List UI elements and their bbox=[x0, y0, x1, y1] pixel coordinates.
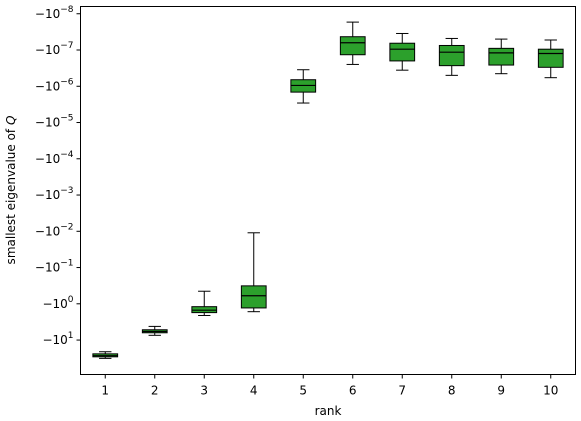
box-rank-8 bbox=[438, 37, 465, 76]
y-tick-label: −10−8 bbox=[35, 5, 74, 21]
x-tick-label: 4 bbox=[250, 384, 258, 398]
y-tick-label: −10−7 bbox=[35, 41, 74, 57]
iqr-box bbox=[438, 44, 465, 67]
y-tick-label: −101 bbox=[42, 331, 73, 347]
y-axis-ticks: −10−8 −10−7 −10−6 −10−5 −10−4 −10−3 −10−2 −10−1… bbox=[35, 5, 81, 347]
x-tick-label: 5 bbox=[299, 384, 307, 398]
box-rank-1 bbox=[92, 351, 119, 359]
axes-frame bbox=[80, 6, 576, 375]
y-tick-label: −10−4 bbox=[35, 150, 74, 166]
y-tick-label: −100 bbox=[42, 295, 73, 311]
plot-area bbox=[92, 21, 564, 359]
box-rank-7 bbox=[389, 32, 416, 71]
y-tick-label: −10−5 bbox=[35, 114, 74, 130]
iqr-box bbox=[240, 285, 267, 309]
x-tick-label: 6 bbox=[349, 384, 357, 398]
iqr-box bbox=[488, 47, 515, 66]
y-tick-label: −10−1 bbox=[35, 259, 74, 275]
box-rank-6 bbox=[339, 21, 366, 65]
iqr-box bbox=[389, 42, 416, 62]
x-tick-label: 9 bbox=[497, 384, 505, 398]
x-tick-label: 7 bbox=[398, 384, 406, 398]
box-rank-9 bbox=[488, 38, 515, 75]
x-axis-ticks: 1 2 3 4 5 6 7 8 9 10 bbox=[101, 374, 558, 398]
box-rank-3 bbox=[191, 290, 218, 316]
box-rank-2 bbox=[141, 325, 168, 336]
box-rank-4 bbox=[240, 232, 267, 313]
x-axis-label: rank bbox=[315, 404, 342, 418]
box-rank-10 bbox=[537, 39, 564, 79]
x-tick-label: 2 bbox=[151, 384, 159, 398]
y-tick-label: −10−6 bbox=[35, 77, 74, 93]
x-tick-label: 10 bbox=[543, 384, 558, 398]
iqr-box bbox=[537, 48, 564, 68]
x-tick-label: 3 bbox=[200, 384, 208, 398]
y-tick-label: −10−2 bbox=[35, 222, 74, 238]
box-rank-5 bbox=[290, 69, 317, 104]
iqr-box bbox=[339, 36, 366, 56]
x-tick-label: 1 bbox=[101, 384, 109, 398]
x-tick-label: 8 bbox=[448, 384, 456, 398]
y-axis-label: smallest eigenvalue of Q bbox=[4, 116, 18, 265]
y-tick-label: −10−3 bbox=[35, 186, 74, 202]
